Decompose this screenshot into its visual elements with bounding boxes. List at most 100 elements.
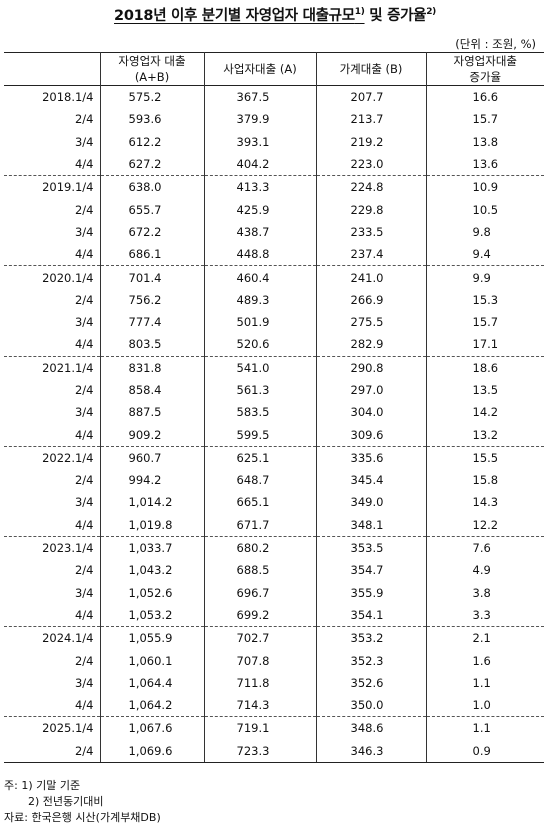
table-row: 2/4 1,043.2 688.5 354.7 4.9 [4,559,544,582]
cell-household: 346.3 [316,739,427,763]
cell-growth: 1.1 [426,716,544,740]
cell-business: 680.2 [204,535,317,560]
table-row: 2024.1/4 1,055.9 702.7 353.2 2.1 [4,626,544,650]
cell-business: 438.7 [204,220,317,244]
cell-total: 638.0 [100,175,205,199]
cell-growth: 3.3 [472,607,491,622]
cell-period: 2024.1/4 [4,626,101,650]
cell-household: 275.5 [316,310,427,334]
cell-period: 3/4 [4,220,101,244]
cell-period: 2020.1/4 [4,265,101,289]
table-row: 2022.1/4 960.7 625.1 335.6 15.5 [4,445,544,470]
loan-table: 자영업자 대출 사업자대출 (A) 가계대출 (B) 자영업자대출 (A+B) … [4,52,544,763]
cell-total: 831.8 [100,355,205,379]
cell-total: 960.7 [100,445,205,470]
title-main: 2018년 이후 분기별 자영업자 대출규모 [114,8,355,24]
cell-period: 2/4 [4,739,101,763]
table-row: 2/4 756.2 489.3 266.9 15.3 [4,288,544,311]
table-row: 4/4 686.1 448.8 237.4 9.4 [4,243,544,266]
cell-total: 686.1 [100,243,205,266]
cell-total: 1,052.6 [100,581,205,604]
table-row: 2/4 593.6 379.9 213.7 15.7 [4,108,544,131]
header-household: 가계대출 (B) [316,52,427,86]
cell-period: 2019.1/4 [4,175,101,199]
cell-total: 1,064.2 [100,694,205,717]
cell-period: 4/4 [4,423,101,447]
header-growth-line1: 자영업자대출 [453,54,517,68]
cell-growth: 1.1 [472,675,491,690]
cell-total: 1,067.6 [100,716,205,740]
table-row: 3/4 672.2 438.7 233.5 9.8 [4,220,544,244]
cell-total: 887.5 [100,401,205,424]
cell-business: 702.7 [204,626,317,650]
cell-household: 229.8 [316,198,427,221]
table-row: 3/4 1,064.4 711.8 352.6 1.1 [4,671,544,695]
note-2: 2) 전년동기대비 [28,795,104,808]
cell-period: 2/4 [4,649,101,672]
cell-business: 707.8 [204,649,317,672]
cell-period: 3/4 [4,310,101,334]
cell-household: 304.0 [316,401,427,424]
cell-total: 858.4 [100,378,205,402]
cell-business: 665.1 [204,491,317,514]
cell-period: 2/4 [4,108,101,131]
cell-business: 404.2 [204,152,317,176]
cell-business: 393.1 [204,130,317,153]
cell-period: 3/4 [4,671,101,695]
cell-business: 448.8 [204,243,317,266]
cell-growth: 14.2 [472,405,499,420]
cell-household: 224.8 [316,175,427,199]
cell-household: 354.7 [316,559,427,582]
cell-business: 583.5 [204,401,317,424]
table-title: 2018년 이후 분기별 자영업자 대출규모1) 및 증가율2) [0,4,550,25]
cell-total: 593.6 [100,108,205,131]
cell-business: 699.2 [204,603,317,627]
cell-growth: 18.6 [426,355,544,379]
cell-total: 655.7 [100,198,205,221]
cell-growth: 3.8 [472,585,491,600]
cell-period: 3/4 [4,491,101,514]
cell-household: 335.6 [316,445,427,470]
cell-household: 353.2 [316,626,427,650]
cell-growth: 4.9 [472,563,491,578]
table-row: 4/4 1,019.8 671.7 348.1 12.2 [4,513,544,537]
cell-household: 309.6 [316,423,427,447]
table-row: 4/4 909.2 599.5 309.6 13.2 [4,423,544,447]
cell-total: 1,064.4 [100,671,205,695]
table-row: 2/4 1,069.6 723.3 346.3 0.9 [4,739,544,763]
cell-total: 1,014.2 [100,491,205,514]
cell-growth: 15.5 [426,445,544,470]
cell-total: 575.2 [100,85,205,109]
cell-total: 777.4 [100,310,205,334]
cell-growth: 13.2 [472,427,499,442]
cell-household: 353.5 [316,535,427,560]
cell-growth: 10.5 [472,202,499,217]
cell-growth: 12.2 [472,517,499,532]
cell-total: 756.2 [100,288,205,311]
table-row: 2/4 994.2 648.7 345.4 15.8 [4,469,544,492]
cell-period: 4/4 [4,603,101,627]
cell-business: 460.4 [204,265,317,289]
cell-business: 561.3 [204,378,317,402]
cell-growth: 1.0 [472,698,491,713]
cell-business: 719.1 [204,716,317,740]
cell-household: 233.5 [316,220,427,244]
table-row: 4/4 1,064.2 714.3 350.0 1.0 [4,694,544,717]
cell-period: 4/4 [4,333,101,357]
title-mid: 및 증가율 [364,8,427,24]
cell-business: 501.9 [204,310,317,334]
cell-business: 413.3 [204,175,317,199]
cell-total: 1,060.1 [100,649,205,672]
table-row: 3/4 887.5 583.5 304.0 14.2 [4,401,544,424]
title-footnote-1: 1) [354,7,365,18]
cell-growth: 15.8 [472,473,499,488]
table-row: 3/4 1,052.6 696.7 355.9 3.8 [4,581,544,604]
cell-total: 1,019.8 [100,513,205,537]
table-row: 4/4 803.5 520.6 282.9 17.1 [4,333,544,357]
cell-growth: 2.1 [426,626,544,650]
cell-household: 350.0 [316,694,427,717]
cell-period: 4/4 [4,694,101,717]
title-footnote-2: 2) [426,7,436,18]
cell-total: 672.2 [100,220,205,244]
cell-business: 520.6 [204,333,317,357]
